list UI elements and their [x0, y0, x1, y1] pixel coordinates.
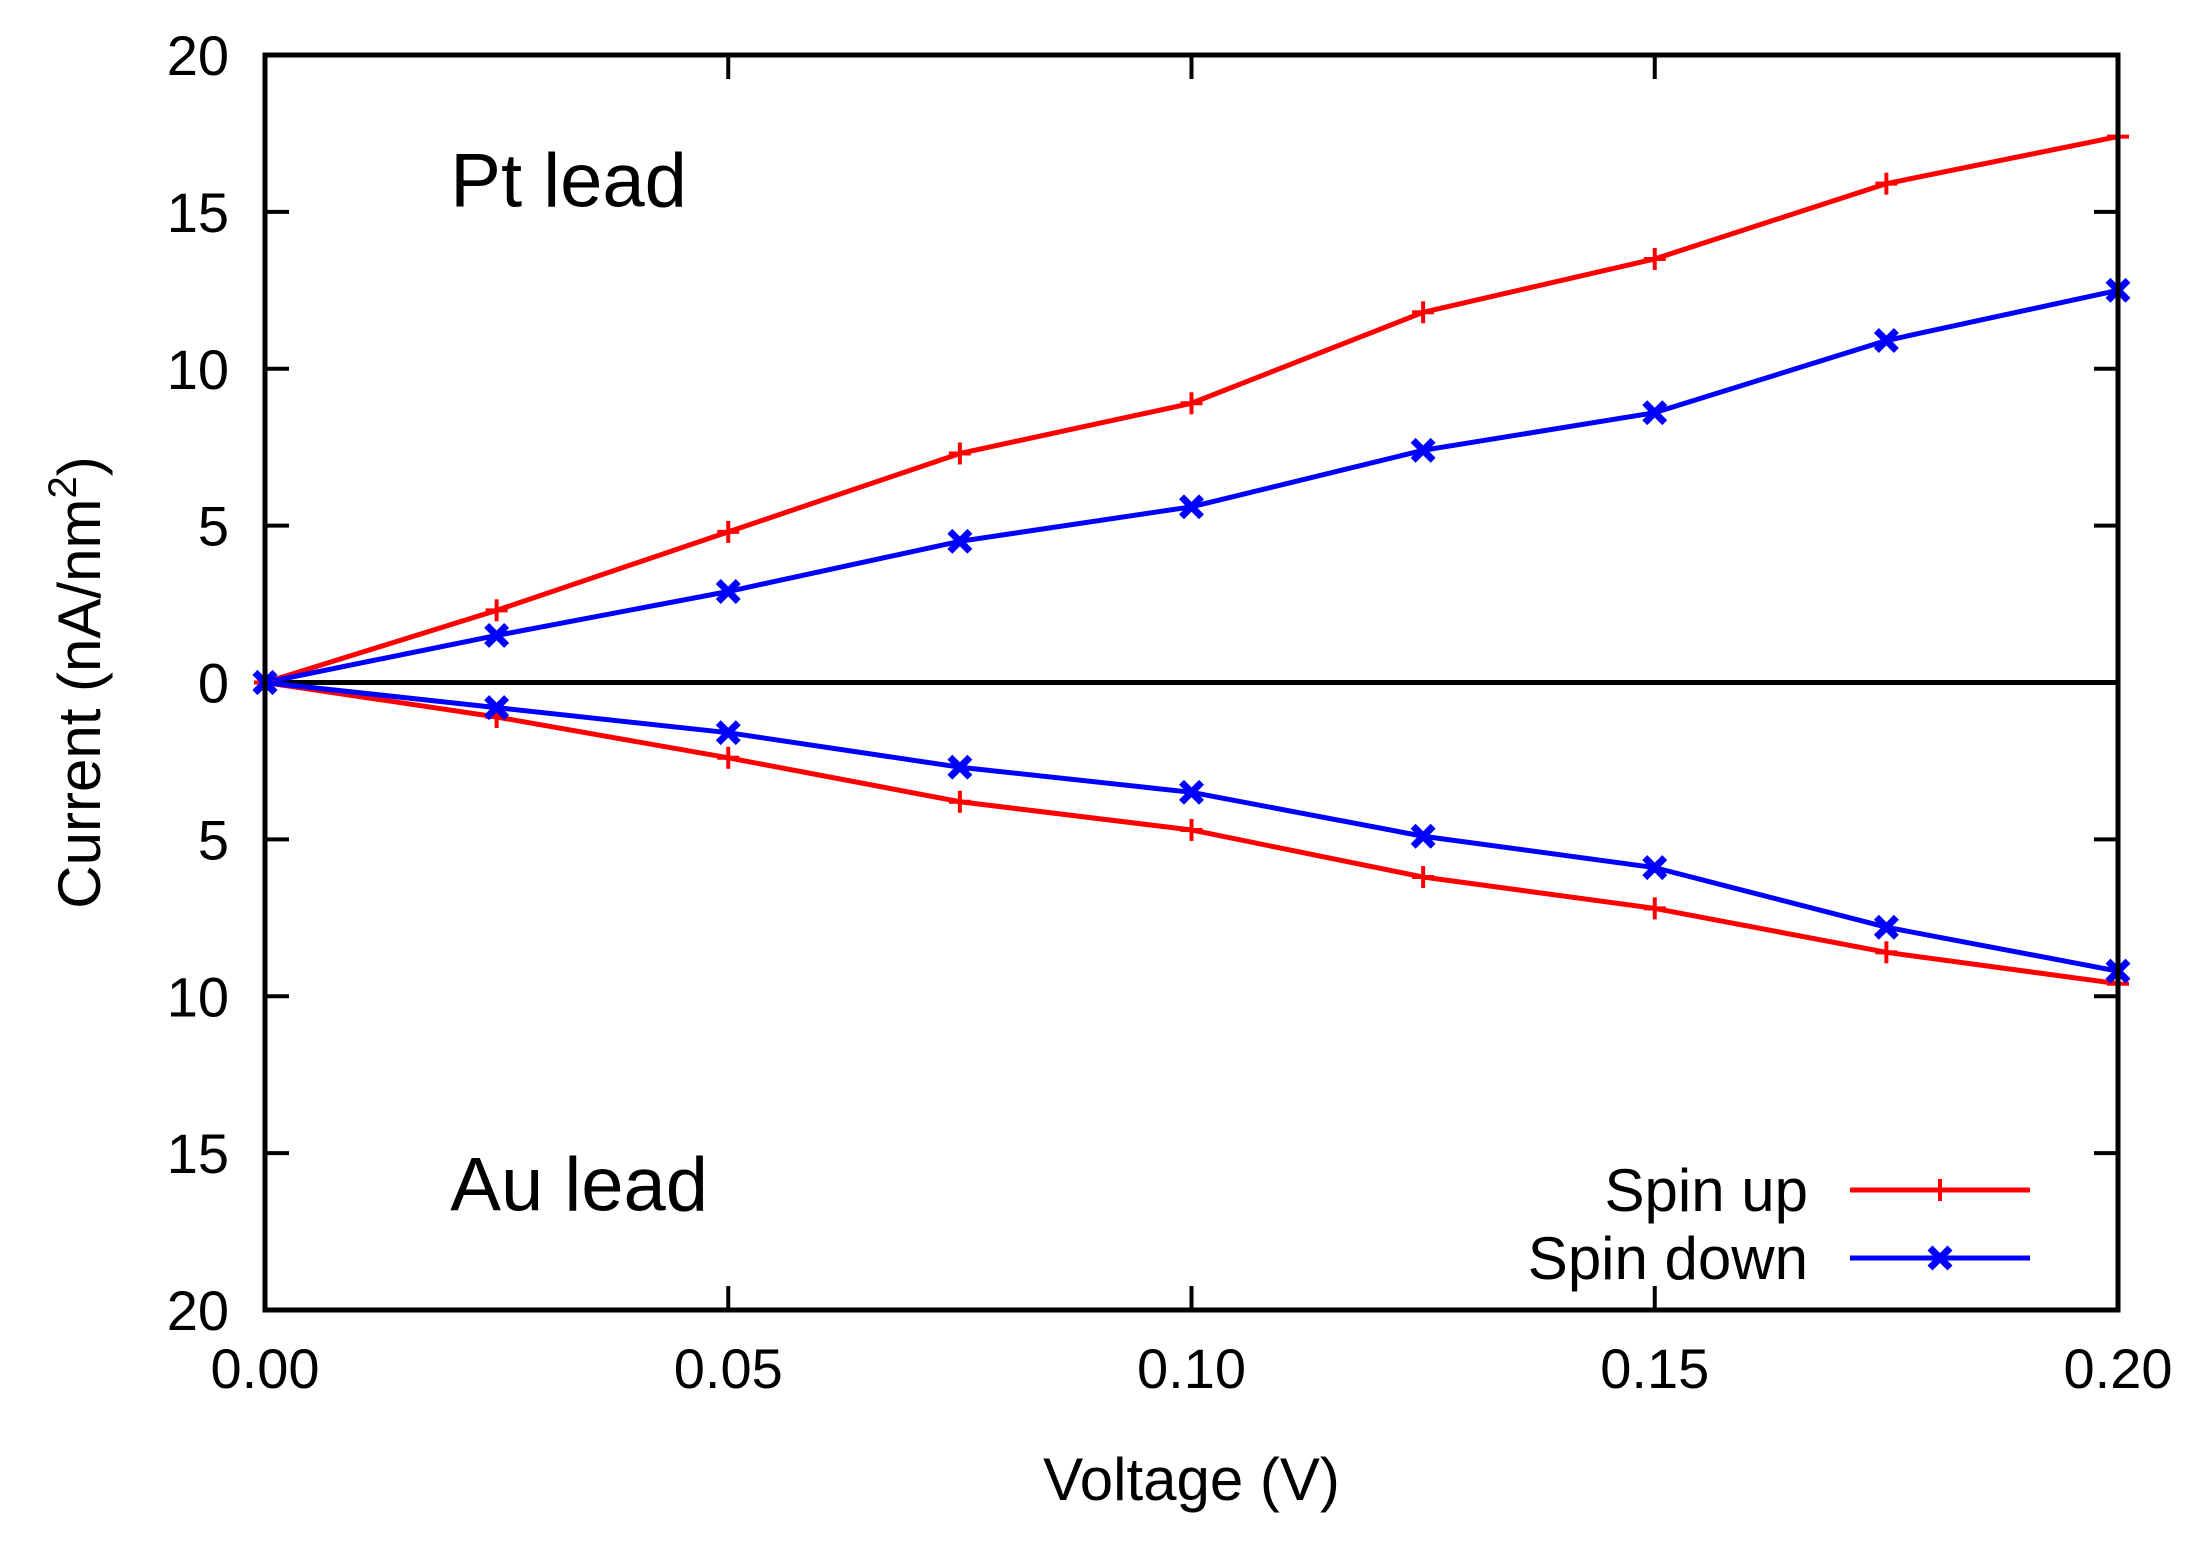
x-axis-title: Voltage (V) — [1043, 1446, 1340, 1513]
data-point — [1180, 392, 1203, 415]
data-point — [485, 599, 508, 622]
data-point — [1875, 172, 1898, 195]
x-tick-label: 0.20 — [2064, 1337, 2173, 1400]
y-tick-label: 20 — [167, 1279, 229, 1342]
data-point — [1179, 779, 1204, 805]
data-point — [948, 790, 971, 813]
data-point — [1875, 941, 1898, 964]
y-tick-label: 15 — [167, 1122, 229, 1185]
y-tick-label: 15 — [167, 181, 229, 244]
y-tick-label: 20 — [167, 24, 229, 87]
data-point — [717, 746, 740, 769]
data-point — [1412, 301, 1435, 324]
data-point — [1410, 823, 1436, 849]
data-point — [1873, 328, 1899, 353]
cross-marker-b — [1410, 823, 1436, 849]
cross-marker-b — [1179, 494, 1204, 520]
cross-marker-b — [1873, 914, 1899, 940]
data-point — [715, 579, 741, 604]
data-point — [1180, 818, 1203, 841]
data-point — [717, 520, 740, 543]
data-point — [484, 695, 510, 721]
data-point — [948, 442, 971, 465]
legend-label: Spin down — [1528, 1225, 1808, 1292]
data-point — [1410, 437, 1436, 463]
x-tick-label: 0.05 — [674, 1337, 783, 1400]
legend-item: Spin down — [1528, 1225, 2030, 1292]
data-point — [1179, 494, 1204, 520]
axis-tick-labels: 0.00 0.05 0.10 0.15 0.20 20 15 10 5 0 5 10 15 20 — [167, 24, 2173, 1400]
data-point — [1412, 866, 1435, 889]
y-axis-title-close: ) — [46, 456, 113, 476]
x-tick-label: 0.00 — [211, 1337, 320, 1400]
y-tick-label: 5 — [198, 495, 229, 558]
data-point — [1643, 897, 1666, 920]
annotation-label: Pt lead — [450, 139, 687, 224]
y-tick-label: 0 — [198, 652, 229, 715]
plot-frame — [262, 52, 2121, 1313]
data-point — [484, 622, 510, 648]
cross-marker-b — [947, 528, 973, 554]
cross-marker-b — [1410, 437, 1436, 463]
y-axis-title: Current (nA/nm2) — [41, 456, 113, 908]
cross-marker-b — [715, 579, 741, 604]
y-tick-label: 10 — [167, 338, 229, 401]
data-point — [715, 720, 741, 746]
legend-item: Spin up — [1605, 1157, 2030, 1224]
y-tick-label: 5 — [198, 808, 229, 871]
x-tick-label: 0.15 — [1600, 1337, 1709, 1400]
data-point — [947, 528, 973, 554]
y-axis-title-superscript: 2 — [41, 476, 85, 498]
cross-marker-b — [484, 695, 510, 721]
y-tick-label: 10 — [167, 965, 229, 1028]
cross-marker-b — [484, 622, 510, 648]
data-point — [1642, 855, 1668, 881]
cross-marker-b — [715, 720, 741, 746]
y-axis-title-main: Current (nA/nm — [46, 499, 113, 909]
data-point — [1873, 914, 1899, 940]
cross-marker-b — [1642, 855, 1668, 881]
cross-marker-b — [1179, 779, 1204, 805]
cross-marker-b — [1642, 400, 1668, 426]
cross-marker-b — [947, 754, 973, 780]
cross-marker-b — [1927, 1245, 1953, 1271]
data-point — [1643, 247, 1666, 270]
data-point — [1642, 400, 1668, 426]
x-tick-label: 0.10 — [1137, 1337, 1246, 1400]
legend-label: Spin up — [1605, 1157, 1809, 1224]
annotations: Pt lead Au lead — [450, 139, 708, 1228]
cross-marker-b — [1873, 328, 1899, 353]
data-point — [947, 754, 973, 780]
annotation-label: Au lead — [450, 1143, 708, 1228]
series-2 — [254, 671, 2129, 995]
